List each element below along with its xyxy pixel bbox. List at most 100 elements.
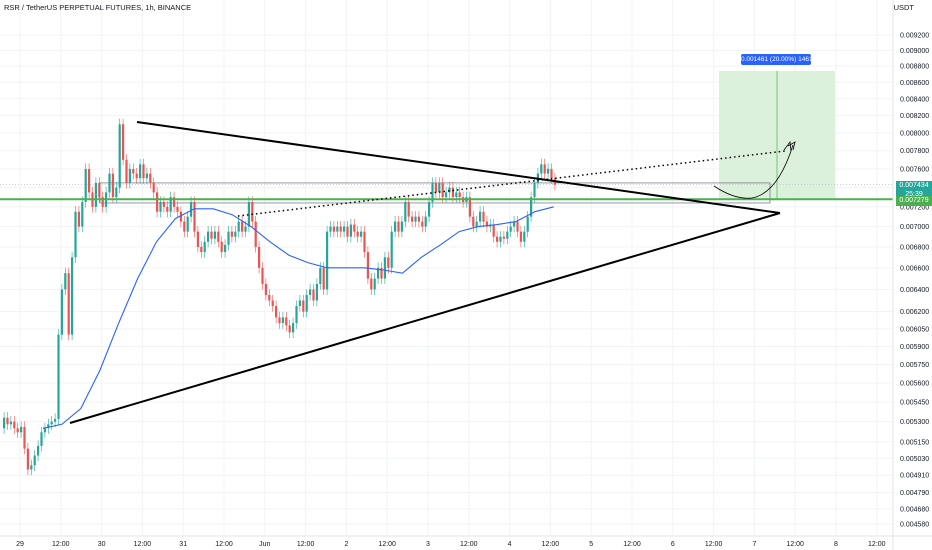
candle-body bbox=[349, 224, 352, 237]
candle-body bbox=[6, 417, 9, 425]
candle-body bbox=[224, 244, 227, 253]
moving-average bbox=[42, 206, 554, 429]
candle-body bbox=[268, 294, 271, 301]
candle-body bbox=[264, 283, 267, 295]
triangle-upper-trendline bbox=[136, 121, 781, 214]
candle-body bbox=[162, 201, 165, 207]
candle-body bbox=[47, 424, 50, 429]
candle-body bbox=[50, 421, 53, 425]
candle-body bbox=[475, 221, 478, 227]
candle-body bbox=[88, 168, 91, 193]
candle-body bbox=[169, 197, 172, 212]
candle-body bbox=[203, 241, 206, 253]
candle-body bbox=[84, 168, 87, 202]
x-tick-label: 12:00 bbox=[786, 541, 804, 548]
candle-body bbox=[417, 216, 420, 222]
candle-body bbox=[492, 224, 495, 237]
candle-body bbox=[288, 325, 291, 333]
x-tick-label: 12:00 bbox=[542, 541, 560, 548]
candle-body bbox=[377, 267, 380, 279]
x-tick-label: 12:00 bbox=[705, 541, 723, 548]
candle-body bbox=[196, 231, 199, 247]
candle-body bbox=[499, 236, 502, 242]
candle-body bbox=[207, 231, 210, 242]
candle-body bbox=[346, 226, 349, 237]
candle-body bbox=[438, 182, 441, 193]
candle-body bbox=[530, 197, 533, 217]
y-tick-label: 0.007000 bbox=[900, 224, 929, 231]
y-tick-label: 0.006200 bbox=[900, 309, 929, 316]
candle-body bbox=[60, 289, 63, 335]
y-tick-label: 0.007800 bbox=[900, 148, 929, 155]
candle-body bbox=[9, 421, 12, 425]
candle-body bbox=[414, 216, 417, 222]
candle-body bbox=[67, 273, 70, 335]
candle-body bbox=[519, 231, 522, 242]
support-price-tag: 0.007279 bbox=[896, 196, 932, 206]
candle-body bbox=[139, 164, 142, 179]
candle-body bbox=[315, 283, 318, 301]
candle-body bbox=[217, 231, 220, 242]
x-axis[interactable]: 29 12:00 30 12:00 31 12:00 Jun 12:00 2 12:00 3 12:0… bbox=[0, 535, 932, 548]
candle-body bbox=[543, 164, 546, 174]
candle-body bbox=[152, 182, 155, 193]
candle-body bbox=[309, 289, 312, 295]
candle-body bbox=[74, 211, 77, 258]
symbol-title: RSR / TetherUS PERPETUAL FUTURES, 1h, BI… bbox=[4, 3, 192, 12]
x-tick-label: 12:00 bbox=[134, 541, 152, 548]
candle-body bbox=[451, 187, 454, 198]
candle-body bbox=[183, 221, 186, 232]
candle-body bbox=[319, 267, 322, 284]
candle-body bbox=[278, 317, 281, 324]
candle-body bbox=[115, 187, 118, 198]
candle-body bbox=[13, 421, 16, 429]
candle-body bbox=[356, 231, 359, 237]
dotted-breakout-line bbox=[237, 150, 786, 217]
y-tick-label: 0.005600 bbox=[900, 381, 929, 388]
zones bbox=[0, 70, 893, 204]
candle-body bbox=[336, 226, 339, 232]
candle-body bbox=[54, 418, 57, 422]
candle-body bbox=[540, 164, 543, 174]
candle-body bbox=[33, 455, 36, 466]
y-tick-label: 0.008200 bbox=[900, 113, 929, 120]
candle-body bbox=[281, 317, 284, 324]
candle-body bbox=[285, 317, 288, 326]
candle-body bbox=[251, 201, 254, 222]
candle-body bbox=[479, 211, 482, 222]
candle-body bbox=[186, 216, 189, 232]
candle-body bbox=[237, 221, 240, 232]
candle-body bbox=[428, 201, 431, 217]
candle-body bbox=[397, 221, 400, 232]
candle-body bbox=[533, 182, 536, 198]
y-axis[interactable]: 0.009200 0.009000 0.008800 0.008600 0.008400… bbox=[892, 0, 929, 550]
candle-body bbox=[509, 226, 512, 232]
y-tick-label: 0.009200 bbox=[900, 33, 929, 40]
candle-body bbox=[156, 192, 159, 212]
y-tick-label: 0.008400 bbox=[900, 96, 929, 103]
candle-body bbox=[71, 257, 74, 335]
candle-body bbox=[526, 216, 529, 232]
candle-body bbox=[295, 306, 298, 324]
candle-body bbox=[421, 221, 424, 227]
candle-body bbox=[234, 231, 237, 237]
candle-body bbox=[434, 182, 437, 193]
candle-body bbox=[101, 197, 104, 207]
candle-body bbox=[77, 211, 80, 227]
candle-body bbox=[353, 224, 356, 232]
candle-body bbox=[20, 426, 23, 433]
y-tick-label: 0.004790 bbox=[900, 490, 929, 497]
candle-body bbox=[210, 231, 213, 239]
candle-body bbox=[179, 211, 182, 222]
x-tick-label: 4 bbox=[508, 541, 512, 548]
x-tick-label: 2 bbox=[344, 541, 348, 548]
target-label[interactable]: 0.001461 (20.00%) 1461 bbox=[741, 54, 813, 65]
currency-label: USDT bbox=[893, 3, 914, 12]
drawings[interactable] bbox=[0, 121, 893, 424]
candle-body bbox=[458, 192, 461, 198]
candle-body bbox=[254, 221, 257, 247]
candle-body bbox=[506, 231, 509, 239]
candle-body bbox=[360, 231, 363, 237]
x-tick-label: 31 bbox=[179, 541, 187, 548]
